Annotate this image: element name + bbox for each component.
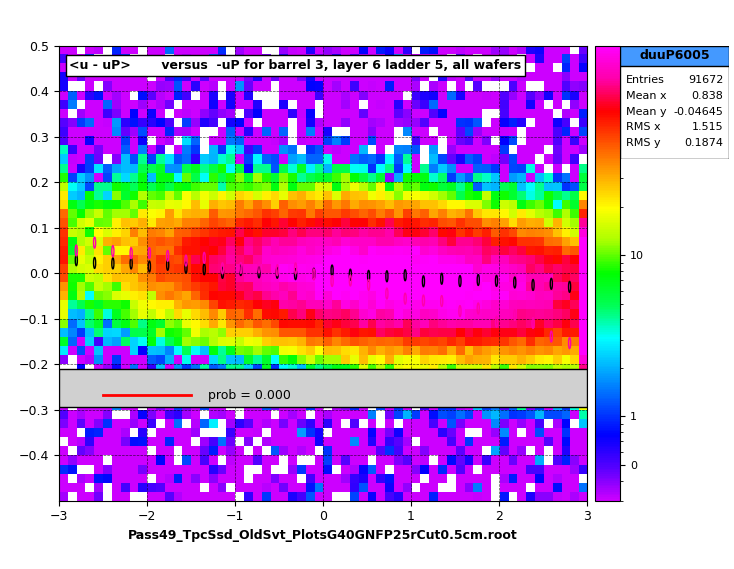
Text: RMS x: RMS x <box>625 122 661 133</box>
Text: prob = 0.000: prob = 0.000 <box>208 389 291 402</box>
Text: 0.1874: 0.1874 <box>684 138 724 149</box>
Text: 91672: 91672 <box>688 75 724 85</box>
Text: RMS y: RMS y <box>625 138 661 149</box>
Bar <box>620 46 729 66</box>
Text: Mean y: Mean y <box>625 106 666 117</box>
Text: <u - uP>       versus  -uP for barrel 3, layer 6 ladder 5, all wafers: <u - uP> versus -uP for barrel 3, layer … <box>69 59 521 72</box>
Text: Entries: Entries <box>625 75 664 85</box>
Text: 0.838: 0.838 <box>691 90 724 101</box>
Bar <box>59 369 587 407</box>
X-axis label: Pass49_TpcSsd_OldSvt_PlotsG40GNFP25rCut0.5cm.root: Pass49_TpcSsd_OldSvt_PlotsG40GNFP25rCut0… <box>128 529 517 542</box>
Text: duuP6005: duuP6005 <box>639 50 710 62</box>
Text: 1.515: 1.515 <box>692 122 724 133</box>
Text: Mean x: Mean x <box>625 90 666 101</box>
Text: -0.04645: -0.04645 <box>674 106 724 117</box>
